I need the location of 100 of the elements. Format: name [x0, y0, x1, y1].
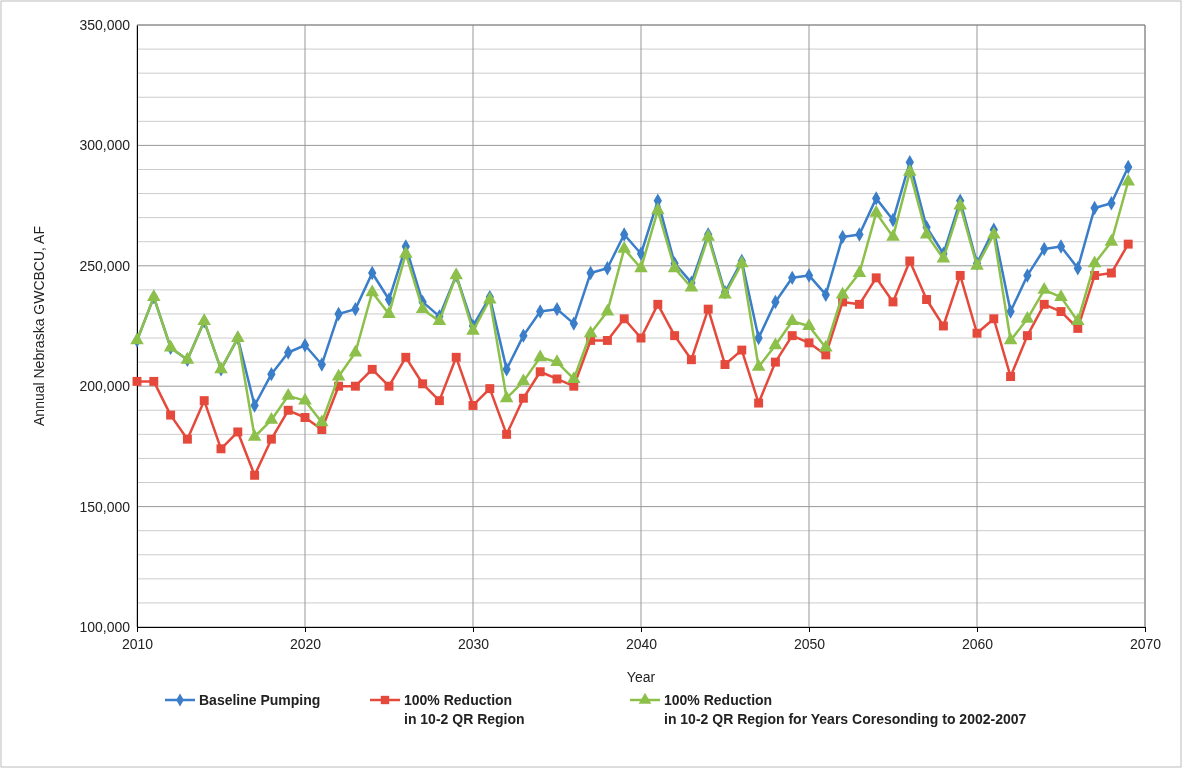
x-tick-label: 2030: [457, 636, 490, 652]
point: [231, 330, 245, 342]
point: [247, 428, 262, 441]
point: [852, 265, 867, 277]
legend-label: 100% Reduction in 10-2 QR Region for Years Coresonding to 2002-2007: [664, 692, 1027, 727]
point: [499, 390, 514, 403]
point: [216, 444, 226, 454]
point: [1056, 307, 1066, 317]
x-tick-label: 2060: [961, 636, 994, 652]
point: [399, 245, 413, 258]
point: [1039, 299, 1049, 309]
point: [485, 384, 495, 394]
point: [1022, 331, 1032, 341]
point: [919, 226, 934, 239]
point: [802, 318, 816, 330]
point: [886, 229, 900, 241]
point: [266, 434, 276, 444]
point: [804, 338, 814, 348]
point: [367, 364, 377, 374]
point: [401, 352, 411, 362]
point: [922, 295, 932, 304]
point: [888, 297, 898, 307]
legend-label: Baseline Pumping: [199, 692, 321, 708]
point: [1104, 233, 1119, 246]
point: [418, 379, 428, 389]
point: [432, 313, 447, 326]
point: [264, 412, 279, 424]
point: [871, 273, 881, 283]
x-tick-label: 2070: [1129, 636, 1162, 652]
point: [300, 413, 310, 422]
point: [1006, 372, 1016, 382]
point: [768, 337, 783, 350]
point: [819, 339, 833, 352]
point: [298, 392, 312, 405]
point: [1123, 239, 1133, 249]
point: [684, 279, 699, 292]
point: [619, 314, 629, 324]
point: [166, 410, 176, 420]
x-tick-label: 2010: [121, 636, 154, 652]
point: [667, 260, 682, 273]
point: [953, 197, 967, 210]
point: [670, 331, 680, 341]
point: [468, 400, 478, 410]
y-tick-label: 300,000: [79, 137, 131, 154]
point: [787, 331, 797, 341]
legend-label: 100% Reduction in 10-2 QR Region: [404, 692, 525, 727]
point: [350, 381, 360, 391]
point: [972, 328, 982, 338]
point: [636, 333, 646, 343]
point: [250, 470, 260, 480]
point: [415, 301, 430, 314]
point: [1087, 255, 1102, 268]
point: [149, 376, 159, 386]
point: [516, 373, 531, 386]
point: [653, 299, 663, 309]
y-tick-label: 200,000: [79, 378, 131, 395]
point: [550, 354, 564, 367]
point: [1037, 282, 1051, 294]
x-tick-label: 2040: [625, 636, 658, 652]
point: [602, 335, 612, 345]
point: [365, 284, 379, 297]
point: [634, 260, 648, 273]
point: [989, 314, 999, 324]
point: [567, 371, 581, 383]
point: [382, 306, 396, 318]
point: [938, 321, 948, 331]
point: [1054, 289, 1068, 302]
point: [785, 313, 799, 326]
point: [905, 256, 915, 266]
point: [703, 304, 713, 314]
x-tick-label: 2050: [793, 636, 826, 652]
y-tick-label: 150,000: [79, 498, 131, 515]
point: [1106, 268, 1116, 278]
point: [283, 405, 293, 415]
point: [451, 352, 461, 362]
point: [835, 286, 850, 299]
point: [720, 360, 730, 369]
point: [1071, 313, 1085, 326]
point: [533, 349, 547, 362]
y-tick-label: 350,000: [79, 16, 131, 33]
point: [281, 387, 295, 400]
point: [600, 303, 615, 316]
point: [1020, 310, 1035, 323]
point: [686, 355, 696, 365]
point: [466, 322, 480, 335]
point: [502, 429, 512, 439]
point: [1003, 332, 1018, 345]
point: [434, 396, 444, 406]
x-axis-title: Year: [626, 669, 656, 685]
point: [955, 270, 965, 280]
point: [233, 427, 243, 437]
point: [331, 368, 346, 381]
point: [651, 202, 665, 215]
x-tick-label: 2020: [289, 636, 322, 652]
point: [199, 396, 209, 406]
point: [348, 344, 363, 357]
point: [869, 204, 883, 217]
point: [936, 250, 951, 263]
point: [854, 299, 864, 309]
point: [384, 381, 394, 391]
